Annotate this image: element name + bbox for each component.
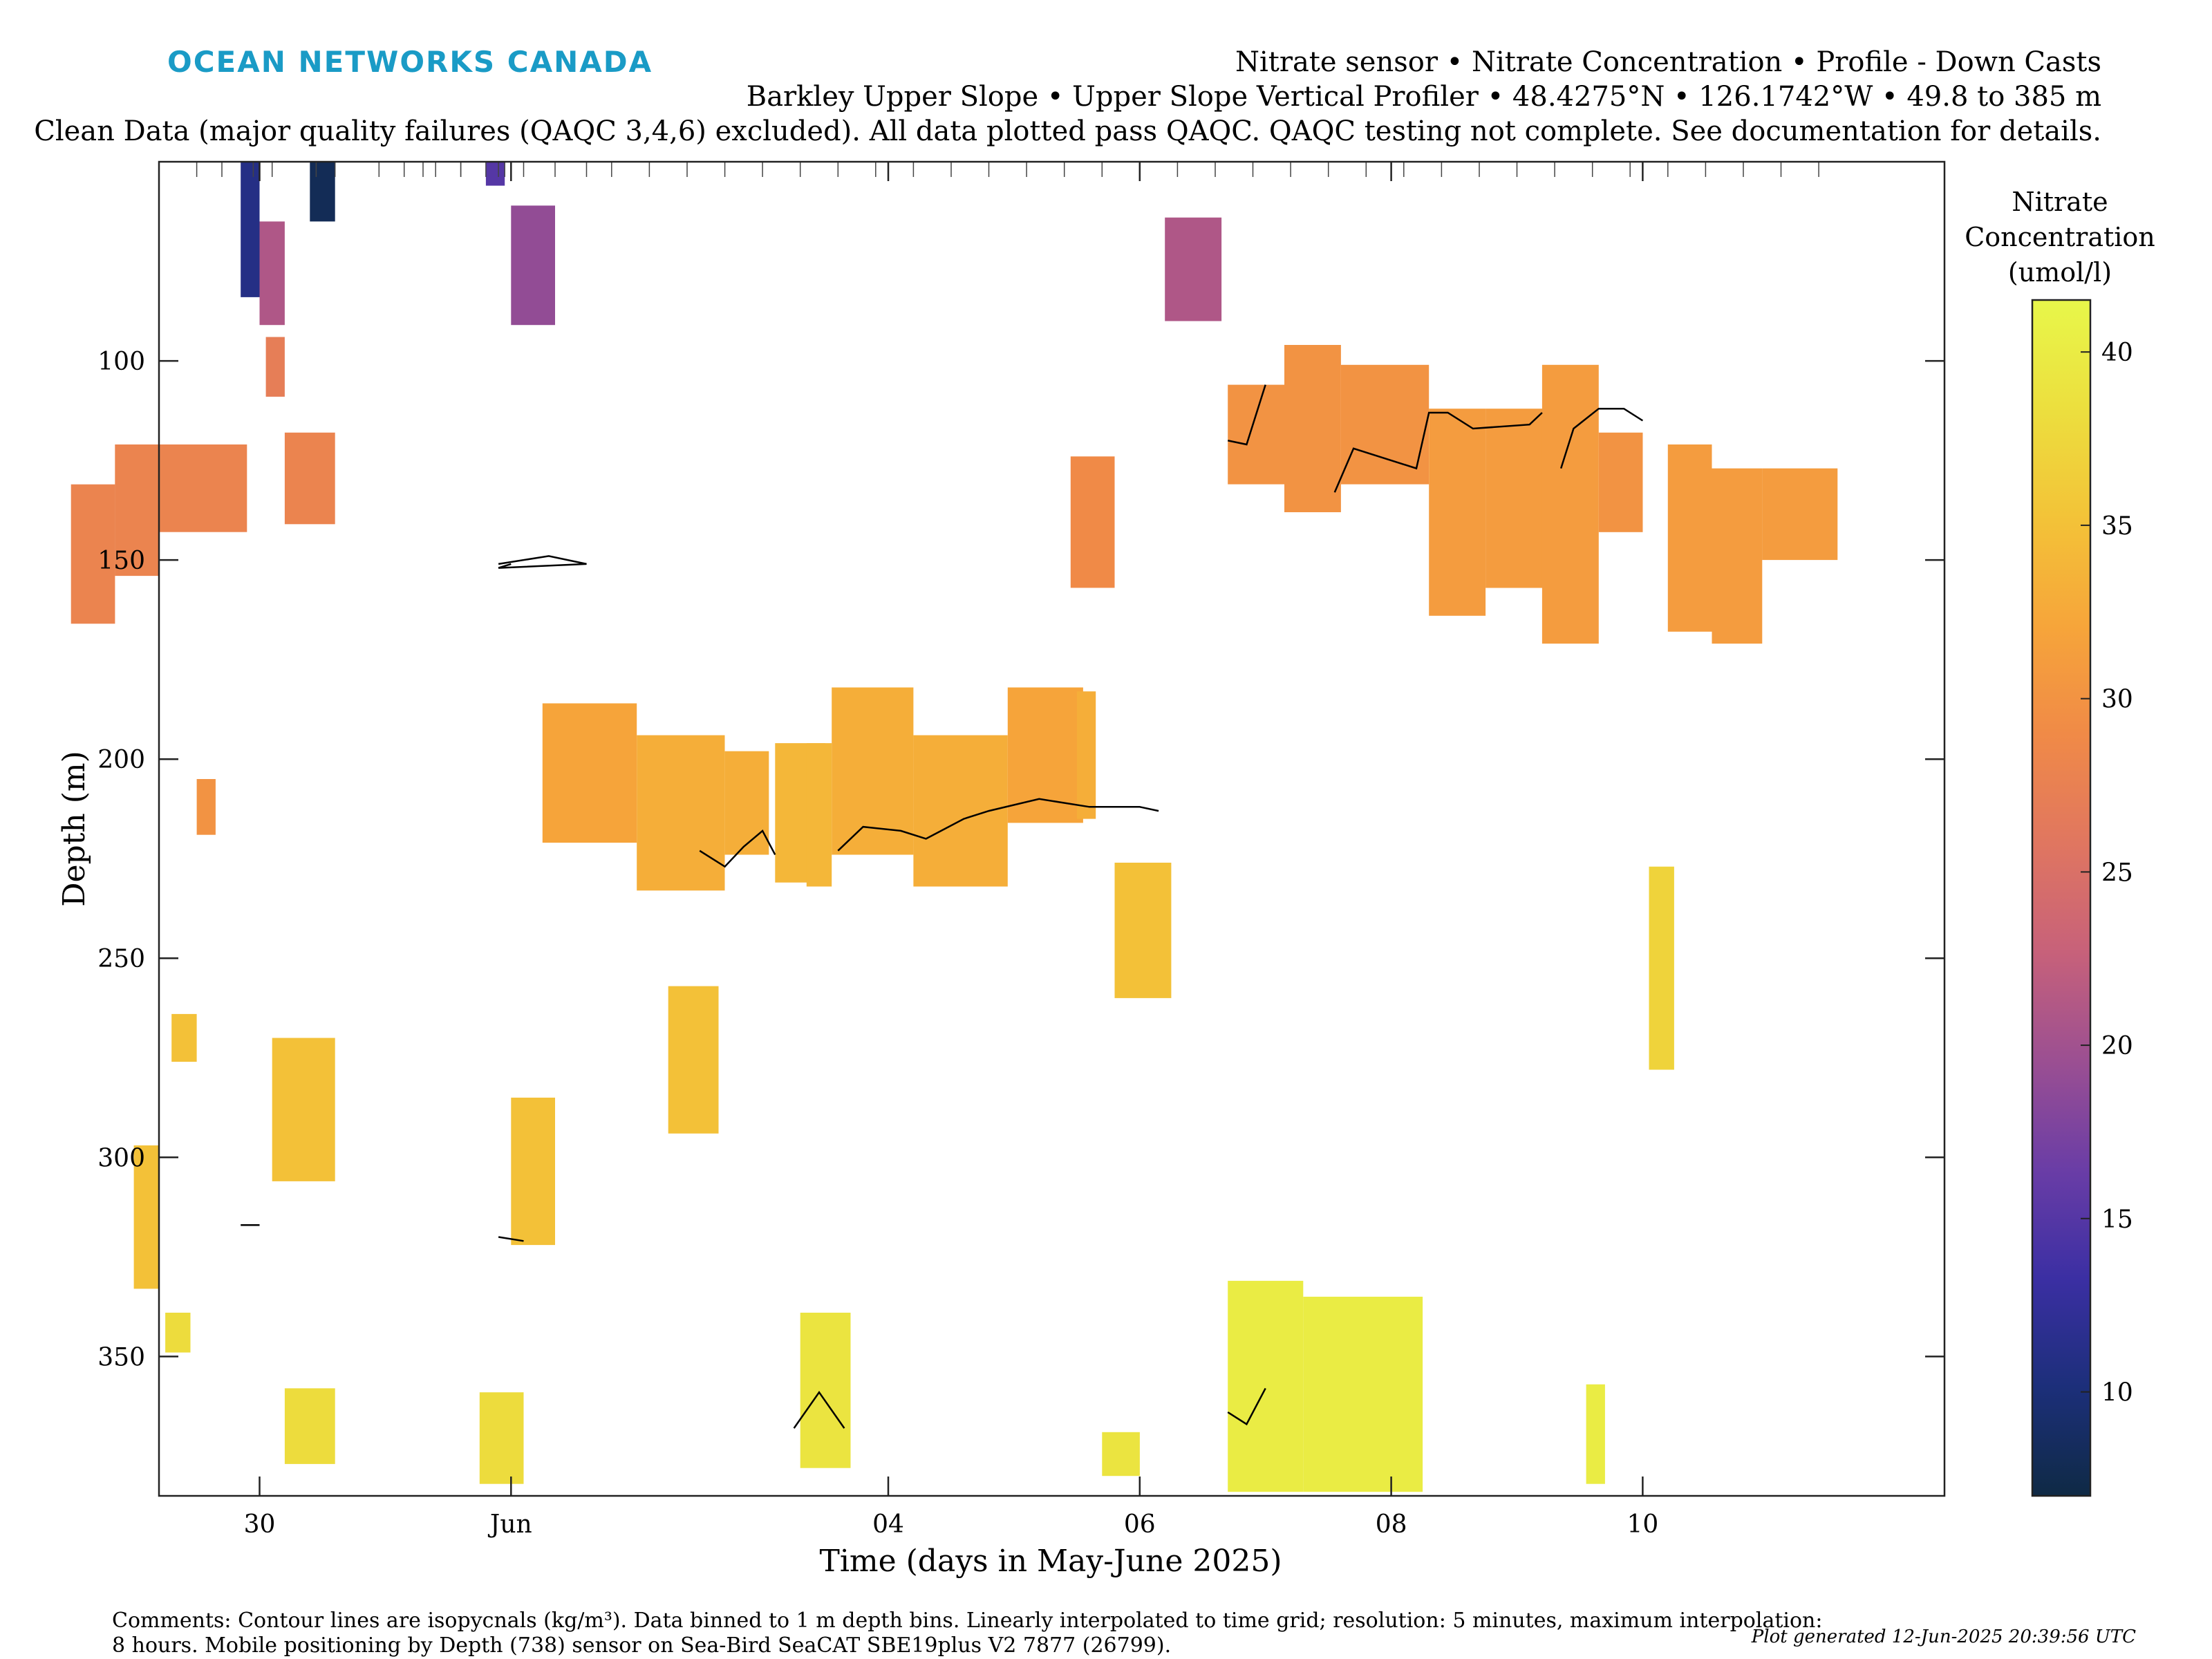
heatmap-cell [1007, 687, 1083, 823]
isopycnal-line [1227, 384, 1266, 446]
heatmap-cell [159, 444, 247, 532]
heatmap-cell [1762, 468, 1838, 561]
colorbar-tick-label: 35 [2101, 512, 2133, 541]
colorbar-title-line-1: Nitrate [2012, 187, 2108, 217]
heatmap-cell [1649, 866, 1674, 1070]
heatmap-cell [800, 1313, 851, 1468]
y-axis: 100 150 200 250 300 350 [97, 348, 1944, 1371]
heatmap-cell [479, 1392, 524, 1484]
title-line-3: Clean Data (major quality failures (QAQC… [34, 115, 2101, 147]
heatmap-cell [265, 337, 285, 397]
heatmap-cell [637, 735, 725, 891]
heatmap-cell [171, 1013, 197, 1062]
colorbar-tick-label: 30 [2101, 686, 2133, 714]
heatmap-cells [71, 162, 1838, 1492]
heatmap-cell [542, 703, 637, 843]
heatmap-cell [668, 986, 719, 1134]
heatmap-cell [1228, 1280, 1304, 1492]
colorbar-tick-label: 40 [2101, 339, 2133, 367]
heatmap-cell [1102, 1432, 1140, 1477]
heatmap-cell [1712, 468, 1763, 644]
y-tick-label: 300 [97, 1144, 145, 1172]
heatmap-cell [1586, 1384, 1605, 1484]
plot-generated-stamp: Plot generated 12-Jun-2025 20:39:56 UTC [1751, 1627, 2136, 1647]
brand-logo: OCEAN NETWORKS CANADA [167, 45, 653, 79]
heatmap-cell [284, 432, 335, 525]
heatmap-cell [1340, 364, 1430, 485]
comment-line-2: 8 hours. Mobile positioning by Depth (73… [112, 1633, 1171, 1658]
title-line-2: Barkley Upper Slope • Upper Slope Vertic… [747, 81, 2101, 113]
x-tick-label: 30 [244, 1510, 276, 1539]
colorbar-title-line-3: (umol/l) [2008, 257, 2112, 288]
heatmap-cell [272, 1038, 335, 1181]
colorbar-tick-label: 20 [2101, 1032, 2133, 1060]
heatmap-cell [196, 779, 216, 835]
heatmap-cell [832, 687, 914, 855]
heatmap-cell [284, 1388, 335, 1464]
heatmap-cell [71, 484, 115, 624]
heatmap-cell [913, 735, 1008, 887]
heatmap-cell [115, 444, 159, 577]
heatmap-cell [1541, 364, 1599, 644]
heatmap-cell [1284, 345, 1341, 512]
y-tick-label: 250 [97, 945, 145, 973]
colorbar [2031, 299, 2092, 1497]
heatmap-cell [1485, 409, 1542, 588]
heatmap-cell [1598, 432, 1643, 532]
heatmap-cell [1114, 863, 1172, 998]
heatmap-cell [1070, 456, 1115, 588]
isopycnal-line [1560, 407, 1644, 469]
x-tick-label: 06 [1124, 1510, 1156, 1539]
x-axis: 30 Jun 04 06 08 10 [244, 162, 1658, 1539]
heatmap-cell [724, 751, 769, 855]
colorbar-ticks: 10 15 20 25 30 35 40 [2081, 339, 2133, 1407]
y-tick-label: 350 [97, 1343, 145, 1371]
heatmap-cell [310, 162, 335, 222]
heatmap-cell [1667, 444, 1712, 632]
isopycnal-line [793, 1391, 845, 1429]
isopycnal-contours [241, 384, 1644, 1429]
heatmap-cell [1228, 384, 1285, 485]
x-tick-label: 08 [1376, 1510, 1407, 1539]
x-tick-label: 10 [1627, 1510, 1658, 1539]
colorbar-tick-label: 15 [2101, 1206, 2133, 1234]
title-line-1: Nitrate sensor • Nitrate Concentration •… [1235, 46, 2101, 78]
isopycnal-line [498, 1236, 524, 1242]
heatmap-cell [485, 162, 505, 186]
heatmap-cell [511, 205, 555, 326]
colorbar-title-line-2: Concentration [1965, 222, 2155, 252]
y-tick-label: 150 [97, 547, 145, 575]
x-tick-label: Jun [487, 1510, 532, 1539]
y-tick-label: 100 [97, 348, 145, 376]
isopycnal-line [699, 829, 776, 868]
x-axis-label: Time (days in May-June 2025) [819, 1544, 1282, 1579]
x-tick-label: 04 [872, 1510, 904, 1539]
heatmap-cell [511, 1097, 555, 1246]
comment-line-1: Comments: Contour lines are isopycnals (… [112, 1609, 1822, 1633]
heatmap-cell [1076, 691, 1096, 819]
y-axis-label: Depth (m) [57, 751, 92, 907]
heatmap-cell [165, 1313, 191, 1353]
isopycnal-line [1227, 1387, 1266, 1426]
plot-area-frame [158, 160, 1946, 1497]
y-tick-label: 200 [97, 746, 145, 774]
heatmap-cell [1303, 1296, 1423, 1492]
heatmap-cell [241, 162, 260, 297]
isopycnal-line [498, 555, 587, 569]
isopycnal-line [837, 798, 1159, 852]
heatmap-cell [806, 743, 832, 887]
heatmap-cell [1429, 409, 1486, 616]
colorbar-tick-label: 10 [2101, 1379, 2133, 1407]
heatmap-cell [133, 1145, 159, 1289]
isopycnal-line [1333, 411, 1543, 493]
profile-cast-ticks [196, 162, 1819, 177]
heatmap-cell [259, 221, 285, 326]
colorbar-tick-label: 25 [2101, 859, 2133, 887]
heatmap-cell [1165, 217, 1222, 321]
